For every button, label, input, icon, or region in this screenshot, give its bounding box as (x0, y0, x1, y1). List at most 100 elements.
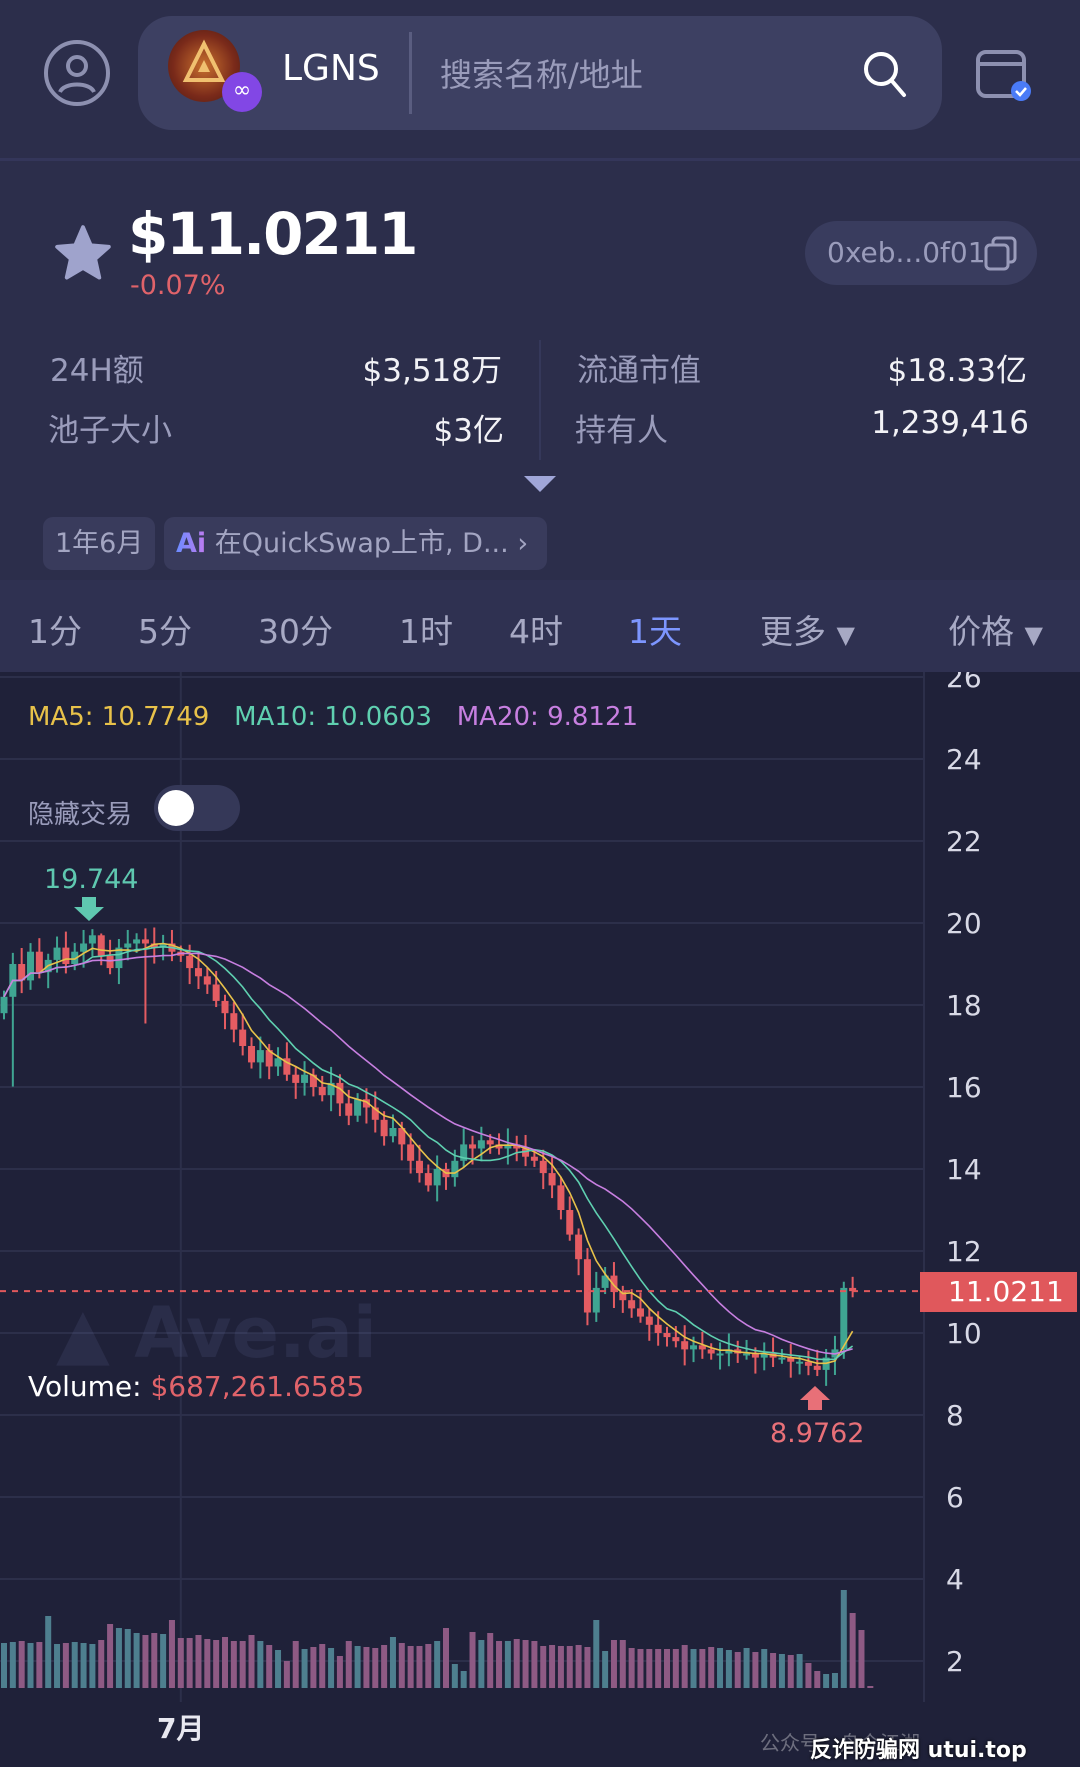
search-input[interactable]: 搜索名称/地址 (440, 56, 643, 94)
candle-body (371, 1107, 379, 1120)
candle-body (124, 943, 132, 948)
candle-body (35, 951, 43, 973)
candle-body (133, 939, 141, 944)
candle-body (18, 964, 26, 981)
volume-bar (796, 1654, 803, 1688)
volume-bar (310, 1647, 317, 1688)
candle-body (601, 1275, 609, 1288)
contract-address-button[interactable]: 0xeb...0f01 (805, 221, 1037, 285)
ai-summary-tag[interactable]: Ai 在QuickSwap上市, D... › (164, 517, 547, 570)
candle-body (513, 1144, 521, 1149)
y-tick-label: 24 (946, 743, 982, 776)
volume-bar (531, 1641, 538, 1688)
caret-down-icon: ▼ (1024, 621, 1043, 649)
volume-bar (160, 1634, 167, 1688)
wallet-icon[interactable] (974, 44, 1034, 104)
candle-body (150, 943, 158, 948)
volume-bar (319, 1644, 326, 1688)
tab-price[interactable]: 价格 ▼ (948, 605, 1043, 653)
volume-label: Volume: (28, 1370, 142, 1403)
volume-bar (460, 1671, 467, 1688)
search-icon[interactable] (862, 50, 908, 98)
candle-body (212, 984, 220, 1001)
tab-more-label: 更多 (760, 612, 826, 651)
copy-icon[interactable] (983, 235, 1019, 271)
candle-body (477, 1140, 485, 1149)
candle-body (97, 935, 105, 956)
candle-body (469, 1144, 477, 1149)
ma20-line (3, 952, 853, 1355)
ma10-line (3, 945, 854, 1361)
tab-4h[interactable]: 4时 (509, 612, 563, 651)
tab-1d[interactable]: 1天 (628, 612, 682, 651)
profile-button[interactable] (44, 40, 110, 106)
candle-body (575, 1234, 583, 1260)
volume-bar (699, 1649, 706, 1688)
search-divider (409, 32, 412, 114)
search-bar[interactable]: ∞ LGNS 搜索名称/地址 (138, 16, 942, 130)
volume-bar (54, 1644, 61, 1688)
volume-bar (328, 1648, 335, 1688)
volume-value: $687,261.6585 (150, 1370, 365, 1403)
low-marker-arrow-icon (800, 1386, 830, 1410)
volume-bar (469, 1632, 476, 1688)
high-marker-arrow-icon (74, 897, 104, 921)
volume-bar (257, 1641, 264, 1688)
candle-body (265, 1050, 273, 1067)
tab-5m[interactable]: 5分 (138, 612, 192, 651)
tab-1m[interactable]: 1分 (28, 612, 82, 651)
volume-bar (62, 1643, 69, 1688)
x-tick-label: 7月 (157, 1712, 204, 1745)
volume-bar (655, 1649, 662, 1688)
volume-bar (858, 1630, 865, 1688)
y-tick-label: 6 (946, 1481, 964, 1514)
candle-body (80, 943, 88, 952)
ave-watermark-logo: ▲ Ave.ai (56, 1292, 377, 1374)
volume-bar (398, 1643, 405, 1688)
price-chart[interactable]: 26242220181614121086427月8月9月 MA5: 10.774… (0, 672, 1080, 1767)
y-tick-label: 10 (946, 1317, 982, 1350)
tab-1h[interactable]: 1时 (399, 612, 453, 651)
candle-body (504, 1144, 512, 1149)
candle-body (327, 1082, 335, 1096)
tab-more[interactable]: 更多 ▼ (760, 605, 855, 653)
volume-bar (292, 1641, 299, 1688)
stat-value-holders: 1,239,416 (871, 405, 1029, 441)
candle-body (566, 1210, 574, 1235)
candle-body (628, 1300, 636, 1309)
volume-bar (345, 1641, 352, 1688)
stat-value-volume: $3,518万 (362, 353, 502, 389)
volume-bar (89, 1644, 96, 1688)
favorite-star-icon[interactable] (52, 222, 114, 284)
volume-bar (283, 1661, 290, 1688)
volume-bar (593, 1620, 600, 1688)
candlestick-chart[interactable]: 26242220181614121086427月8月9月 (0, 672, 1080, 1767)
volume-bar (619, 1640, 626, 1688)
candle-body (301, 1074, 309, 1083)
candle-body (495, 1144, 503, 1149)
candle-body (248, 1046, 256, 1063)
volume-bar (27, 1643, 34, 1688)
stat-value-market-cap: $18.33亿 (887, 353, 1027, 389)
interval-tab-bar (0, 580, 1080, 672)
volume-bar (142, 1635, 149, 1688)
ma5-value: MA5: 10.7749 (28, 702, 210, 732)
volume-bar (690, 1649, 697, 1688)
candle-body (725, 1349, 733, 1354)
volume-bar (451, 1664, 458, 1688)
ma20-value: MA20: 9.8121 (456, 702, 639, 732)
tab-30m[interactable]: 30分 (258, 612, 333, 651)
volume-bar (628, 1648, 635, 1688)
volume-bar (575, 1645, 582, 1688)
hide-trades-toggle[interactable] (154, 785, 240, 831)
y-tick-label: 26 (946, 672, 982, 694)
volume-bar (204, 1639, 211, 1688)
candle-body (645, 1316, 653, 1325)
volume-bar (734, 1652, 741, 1688)
candle-body (389, 1128, 397, 1137)
ma-legend: MA5: 10.7749 MA10: 10.0603 MA20: 9.8121 (28, 702, 638, 732)
volume-bar (425, 1644, 432, 1688)
volume-bar (805, 1663, 812, 1688)
expand-caret-icon[interactable] (522, 474, 558, 496)
candle-body (141, 939, 149, 944)
